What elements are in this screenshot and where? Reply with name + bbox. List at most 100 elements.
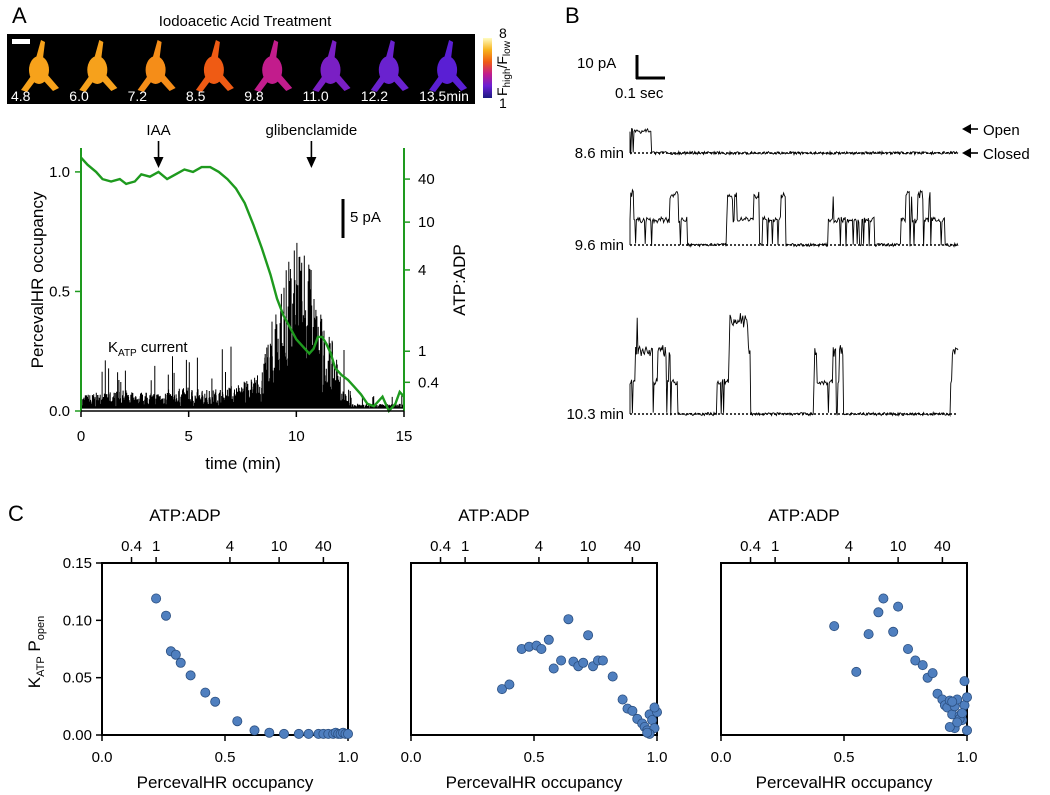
top-axis-label: ATP:ADP <box>458 506 529 525</box>
top-tick-label: 10 <box>580 538 597 555</box>
scatter-point <box>548 663 559 674</box>
cell-process-right <box>159 74 176 91</box>
timecourse-chart: 0 5 10 15 0.0 0.5 1.0 40 10 4 1 0.4 time (min) Pe… <box>28 122 469 473</box>
imaging-time-label: 12.2 <box>361 88 388 104</box>
cell-process-right <box>217 74 234 91</box>
sec-scale-label: 0.1 sec <box>615 85 664 102</box>
channel-trace <box>629 127 959 157</box>
colorbar-max-label: 8 <box>499 25 507 41</box>
current-scale-label: 5 pA <box>350 209 381 226</box>
scatter-point <box>496 684 507 695</box>
colorbar: 8 1 Fhigh/Flow <box>483 25 513 111</box>
y2-tick-label: 0.4 <box>418 374 439 391</box>
scatter-point <box>607 671 618 682</box>
top-tick-label: 1 <box>152 538 160 555</box>
x-axis-label: PercevalHR occupancy <box>756 773 933 792</box>
open-label: Open <box>983 122 1020 139</box>
cell-process-top <box>152 40 162 58</box>
trace-time-label: 10.3 min <box>566 406 624 423</box>
cell-process-top <box>210 40 220 58</box>
cell-body <box>378 56 399 84</box>
cell-process-left <box>429 76 445 92</box>
top-tick-label: 4 <box>535 538 543 555</box>
scatter-point <box>957 708 968 719</box>
top-tick-label: 0.4 <box>430 538 451 555</box>
scatter-point <box>563 614 574 625</box>
cell-process-top <box>36 40 45 58</box>
katp-current-label: KATP current <box>108 339 188 359</box>
scatter-point <box>617 694 628 705</box>
scatter-point <box>851 666 862 677</box>
imaging-strip: Iodoacetic Acid Treatment 4.8 6.0 7.2 8.5 9.… <box>7 13 475 104</box>
scatter-point <box>873 607 884 618</box>
cell-process-right <box>276 74 293 91</box>
scatter-point <box>556 655 567 666</box>
timecourse-y2-ticks: 40 10 4 1 0.4 <box>404 171 439 391</box>
timecourse-y-ticks: 0.0 0.5 1.0 <box>49 164 81 420</box>
scatter-point <box>947 696 958 707</box>
cell-body <box>29 56 49 84</box>
imaging-frame-7 <box>370 40 409 92</box>
cell-body <box>87 56 108 84</box>
scatter-point <box>910 655 921 666</box>
single-channel-panel: 10 pA 0.1 sec 8.6 min 9.6 min 10.3 min Ope… <box>566 55 1030 423</box>
x-tick-label: 1.0 <box>647 749 668 766</box>
x-tick-label: 1.0 <box>338 749 359 766</box>
scatter-point <box>627 705 638 716</box>
imaging-time-label: 11.0 <box>303 88 329 104</box>
x-tick-label: 0 <box>77 428 85 445</box>
cell-process-right <box>392 74 409 91</box>
scatter-point <box>185 670 196 681</box>
top-tick-label: 4 <box>226 538 234 555</box>
x-tick-label: 1.0 <box>957 749 978 766</box>
y2-tick-label: 1 <box>418 343 426 360</box>
x-tick-label: 0.0 <box>401 749 422 766</box>
scatter-point <box>303 728 314 739</box>
cell-body <box>320 56 341 84</box>
cell-process-top <box>444 40 454 58</box>
top-axis-label: ATP:ADP <box>149 506 220 525</box>
imaging-time-label: 9.8 <box>244 88 264 104</box>
top-tick-label: 0.4 <box>121 538 142 555</box>
y-tick-label: 0.0 <box>49 403 70 420</box>
katp-current-trace <box>81 242 405 409</box>
scatter-point <box>583 630 594 641</box>
imaging-title: Iodoacetic Acid Treatment <box>159 13 332 30</box>
imaging-frame-5 <box>254 40 293 92</box>
cell-process-left <box>137 76 153 92</box>
cell-process-left <box>254 76 270 92</box>
imaging-frame-2 <box>79 40 118 92</box>
scatter-point <box>944 722 955 733</box>
scatter-point <box>893 601 904 612</box>
cell-process-left <box>195 76 211 92</box>
imaging-frame-3 <box>137 40 176 92</box>
colorbar-gradient <box>483 38 492 98</box>
scatter-point <box>249 725 260 736</box>
top-tick-label: 40 <box>315 538 332 555</box>
scatter-point <box>597 655 608 666</box>
panel-label-c: C <box>8 501 24 526</box>
top-tick-label: 10 <box>271 538 288 555</box>
cell-process-right <box>451 74 468 91</box>
scatter-point <box>959 676 970 687</box>
cell-process-left <box>312 76 328 92</box>
scatter-point <box>200 687 211 698</box>
x-tick-label: 0.0 <box>711 749 732 766</box>
cell-process-left <box>370 76 386 92</box>
timecourse-y-label: PercevalHR occupancy <box>28 191 47 368</box>
y2-tick-label: 10 <box>418 214 435 231</box>
scatter-y-label: KATP Popen <box>25 616 47 688</box>
cell-process-right <box>334 74 351 91</box>
top-tick-label: 1 <box>461 538 469 555</box>
timecourse-annotations: IAA glibenclamide <box>146 122 357 168</box>
cell-process-top <box>94 40 104 58</box>
scatter-point <box>927 668 938 679</box>
scatter-point <box>642 727 653 738</box>
scatter-point <box>543 634 554 645</box>
timecourse-y2-label: ATP:ADP <box>450 244 469 315</box>
scatter-point <box>962 692 973 703</box>
scatter-point <box>232 716 243 727</box>
plot-frame <box>720 562 968 736</box>
top-tick-label: 40 <box>934 538 951 555</box>
